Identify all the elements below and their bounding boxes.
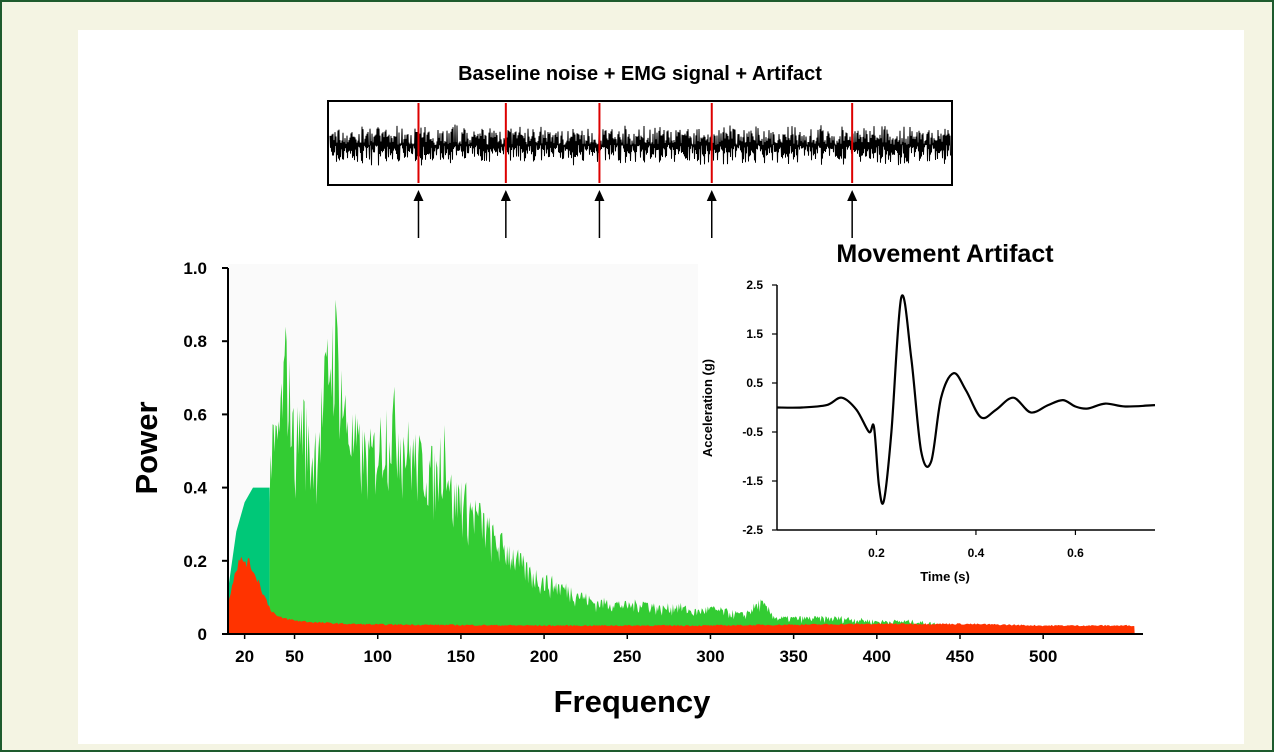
spectrum-x-tick-label-8: 400 [863, 647, 891, 666]
spectrum-x-tick-label-10: 500 [1029, 647, 1057, 666]
spectrum-x-tick-label-3: 150 [447, 647, 475, 666]
inset-x-axis-label: Time (s) [920, 569, 970, 584]
artifact-arrow-head-1 [500, 190, 511, 201]
spectrum-x-tick-label-2: 100 [364, 647, 392, 666]
inset-acceleration-line [776, 294, 1156, 505]
movement-artifact-chart: Movement Artifact 2.5 1.5 0.5 -0.5 -1.5 -2.5 0.… [700, 240, 1156, 584]
spectrum-y-tick-label-5: 1.0 [183, 259, 207, 278]
artifact-arrow-head-0 [413, 190, 424, 201]
spectrum-x-tick-label-1: 50 [285, 647, 304, 666]
artifact-arrow-head-3 [706, 190, 717, 201]
inset-y-tick-label-2: 0.5 [746, 376, 763, 390]
inset-x-tick-label-2: 0.6 [1067, 546, 1084, 560]
artifact-arrow-head-4 [847, 190, 858, 201]
inset-y-axis-label: Acceleration (g) [700, 359, 715, 457]
spectrum-x-axis-label: Frequency [554, 684, 712, 719]
spectrum-x-tick-label-0: 20 [235, 647, 254, 666]
spectrum-y-tick-label-0: 0 [198, 625, 207, 644]
spectrum-y-tick-label-2: 0.4 [183, 479, 207, 498]
power-spectrum-chart: 0 0.2 0.4 0.6 0.8 1.0 20 50 100 150 200 250 300 350 40… [129, 259, 1143, 719]
spectrum-y-tick-label-3: 0.6 [183, 405, 207, 424]
artifact-arrow-head-2 [594, 190, 605, 201]
spectrum-y-tick-label-4: 0.8 [183, 332, 207, 351]
inset-y-tick-label-3: -0.5 [742, 425, 763, 439]
inset-y-tick-label-1: 1.5 [746, 327, 763, 341]
artifact-markers [413, 103, 858, 238]
inset-y-tick-label-4: -1.5 [742, 474, 763, 488]
spectrum-y-axis-label: Power [129, 401, 164, 494]
spectrum-x-tick-label-9: 450 [946, 647, 974, 666]
inset-x-tick-label-1: 0.4 [968, 546, 985, 560]
spectrum-x-tick-label-7: 350 [779, 647, 807, 666]
inset-y-tick-label-0: 2.5 [746, 278, 763, 292]
spectrum-y-tick-label-1: 0.2 [183, 552, 207, 571]
inset-x-tick-label-0: 0.2 [868, 546, 885, 560]
spectrum-x-tick-label-6: 300 [696, 647, 724, 666]
inset-y-tick-label-5: -2.5 [742, 523, 763, 537]
spectrum-x-tick-label-5: 250 [613, 647, 641, 666]
emg-trace-line [329, 124, 951, 166]
inset-plot-area [777, 285, 1155, 530]
spectrum-x-tick-label-4: 200 [530, 647, 558, 666]
emg-strip-title: Baseline noise + EMG signal + Artifact [458, 63, 822, 85]
movement-artifact-area [228, 556, 1135, 634]
inset-title: Movement Artifact [836, 240, 1054, 268]
emg-signal-area [269, 299, 944, 634]
